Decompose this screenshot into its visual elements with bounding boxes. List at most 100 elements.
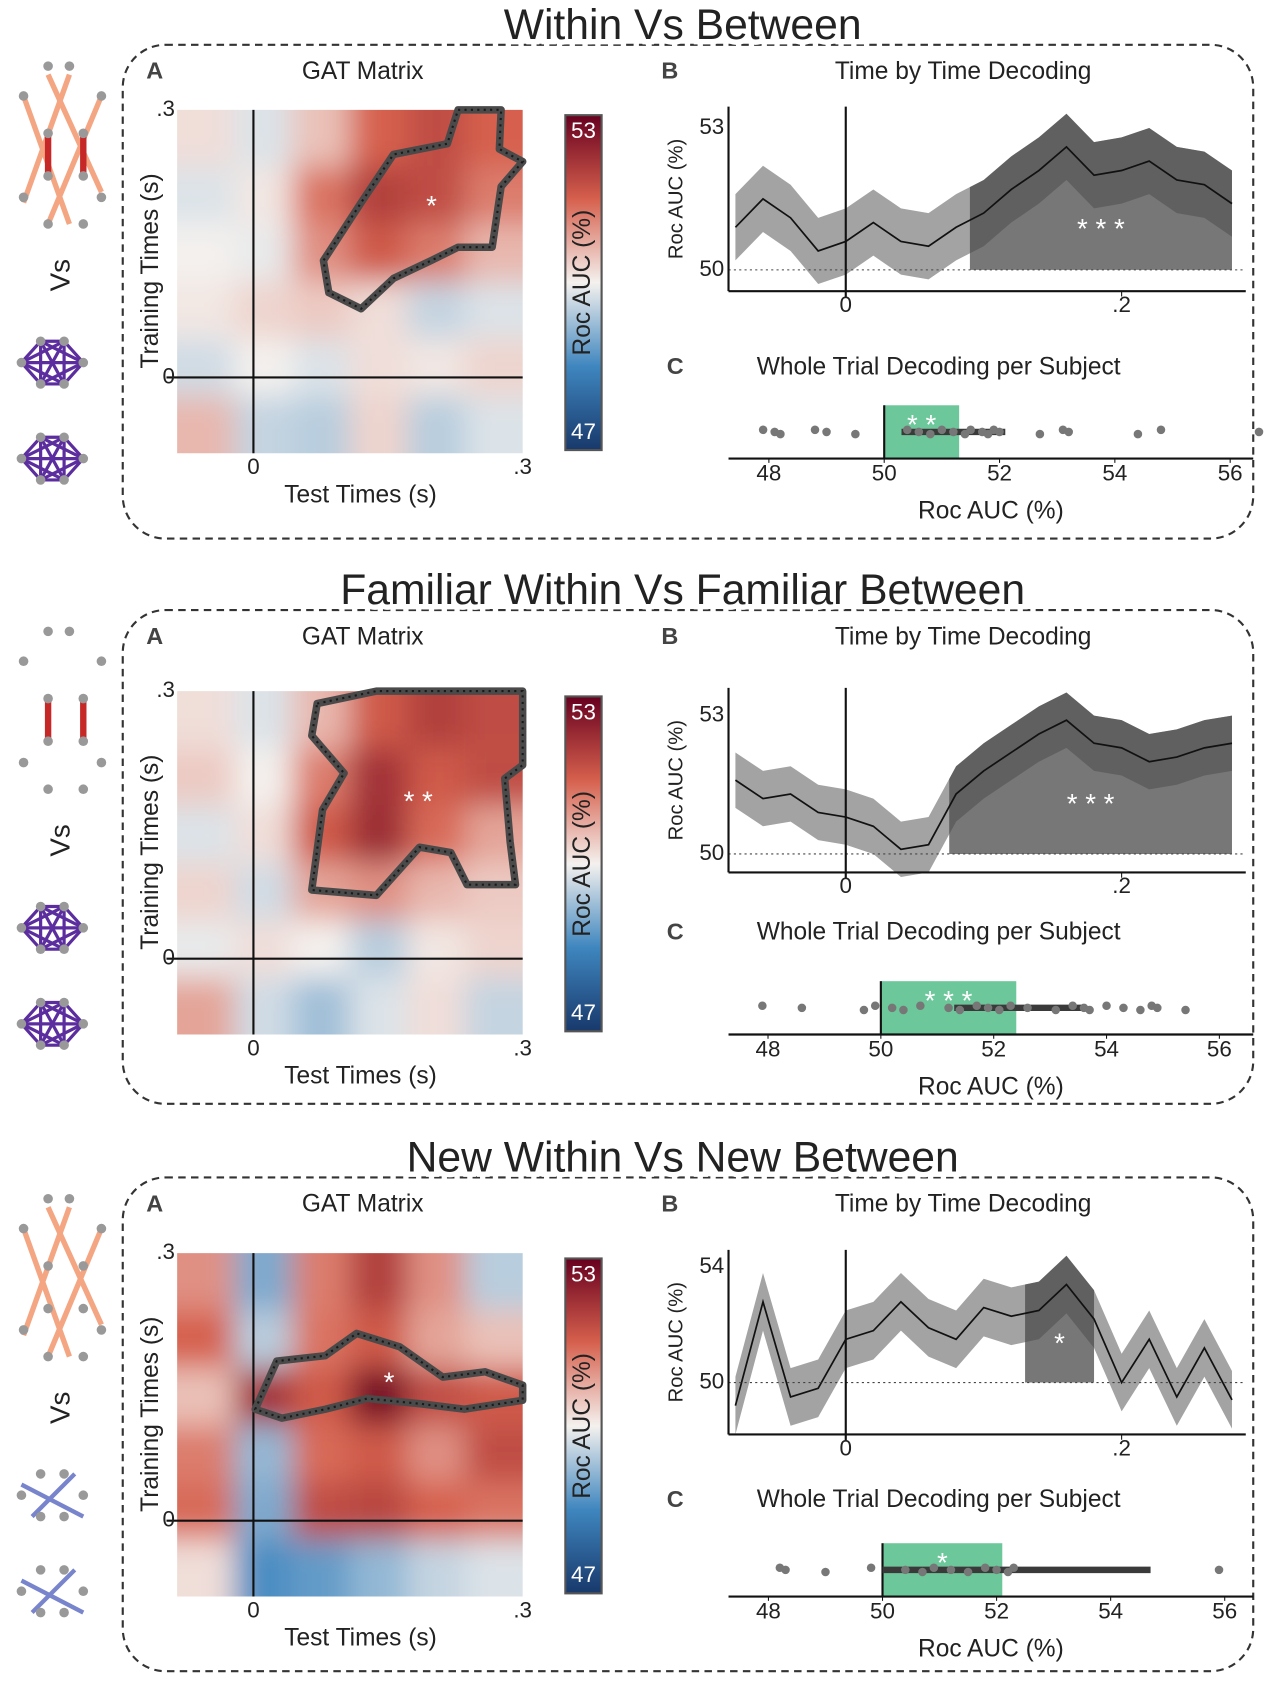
icon-node [35,1040,46,1050]
y-tick-label: 0 [163,363,175,388]
icon-node [43,1303,53,1314]
heatmap-cell [177,862,235,921]
icon-node [59,1607,69,1618]
subject-dot [1006,1001,1015,1010]
icon-node [96,1325,107,1335]
heatmap-cell [234,977,293,1035]
heatmap-cell [465,396,523,454]
icon-node [59,379,69,389]
icon-edge [30,1568,77,1615]
heatmap-cell [177,1367,235,1425]
heatmap-cell [292,338,350,397]
colorbar-label: Roc AUC (%) [569,210,596,356]
x-tick-label: .2 [1112,873,1131,898]
heatmap-cell [234,338,293,397]
subject-dot [822,427,831,437]
heatmap-cell [465,1424,523,1483]
subject-dot [966,425,975,435]
heatmap-cell [234,1424,293,1483]
heatmap-cell [349,224,408,282]
x-tick-label: 54 [1094,1036,1119,1061]
heatmap-cell [234,1253,293,1311]
icon-edge [39,436,66,481]
heatmap-cell [407,224,466,282]
heatmap-cell [465,1367,523,1425]
colorbar-tick-label: 53 [571,699,596,724]
icon-edge [39,339,85,365]
icon-edge [20,361,65,386]
heatmap-cell [177,224,235,282]
y-tick-label: 0 [163,945,175,970]
icon-vs: Vs [44,1392,75,1424]
x-tick-label: 48 [756,1036,781,1061]
heatmap-cell [407,396,466,454]
x-tick-label: .2 [1112,1435,1131,1460]
icon-edge [39,1001,66,1046]
significance-annotation: * * * [1067,788,1115,819]
icon-node [35,1565,46,1575]
subject-dot [946,1565,956,1575]
subject-dot [972,1001,982,1010]
subplot-label: A [146,623,163,649]
heatmap-cell [465,977,523,1035]
heatmap [177,109,523,454]
heatmap-cell [349,1253,408,1311]
subplot-label: B [661,623,678,649]
panel-title: Familiar Within Vs Familiar Between [340,566,1025,614]
icon-node [43,693,53,704]
icon-node [78,1261,89,1271]
heatmap-cell [177,920,235,978]
icon-edge [39,435,85,461]
heatmap-cell [177,977,235,1035]
heatmap [177,1253,523,1597]
icon-node [96,1223,107,1234]
condition-icons [16,626,107,1050]
icon-node [78,128,89,139]
y-tick-label: .3 [156,1239,175,1264]
subject-dot [887,1003,897,1013]
x-tick-label: .2 [1112,292,1131,317]
x-tick-label: 48 [756,461,781,486]
heatmap-cell [407,920,466,978]
confidence-band [735,1255,1232,1435]
icon-node [59,475,69,485]
icon-node [43,171,53,181]
subject-dot [1119,1003,1128,1013]
subject-dot [914,427,924,437]
icon-node [18,757,29,768]
icon-node [78,736,89,747]
heatmap-cell [292,281,350,339]
heatmap-cell [407,862,466,921]
significance-annotation: * [426,190,437,221]
subject-dot [1254,427,1264,437]
heatmap-cell [177,167,235,225]
heatmap-cell [349,805,408,863]
icon-edge [39,905,85,930]
heatmap-cell [292,109,350,168]
subject-dot [758,425,768,435]
x-tick-label: 0 [247,1597,259,1622]
subject-dot [1214,1565,1224,1575]
heatmap-cell [465,281,523,339]
icon-edge [39,340,66,385]
icon-node [35,944,46,954]
heatmap-cell [292,167,350,225]
x-tick-label: 52 [981,1036,1006,1061]
heatmap-cell [177,1310,235,1368]
icon-node [78,219,89,229]
subplot-label: C [667,918,684,944]
heatmap-cell [177,748,235,806]
x-tick-label: 52 [984,1598,1009,1623]
heatmap-cell [177,281,235,339]
subplot-label: C [667,353,684,379]
icon-node [43,626,53,637]
subplot-label: A [146,58,163,84]
heatmap-cell [407,691,466,749]
icon-edge [20,926,65,951]
heatmap-cell [349,920,408,978]
colorbar-label: Roc AUC (%) [569,791,596,937]
x-tick-label: 56 [1218,461,1243,486]
subplot-title: Whole Trial Decoding per Subject [757,919,1121,946]
icon-edge [20,435,65,461]
